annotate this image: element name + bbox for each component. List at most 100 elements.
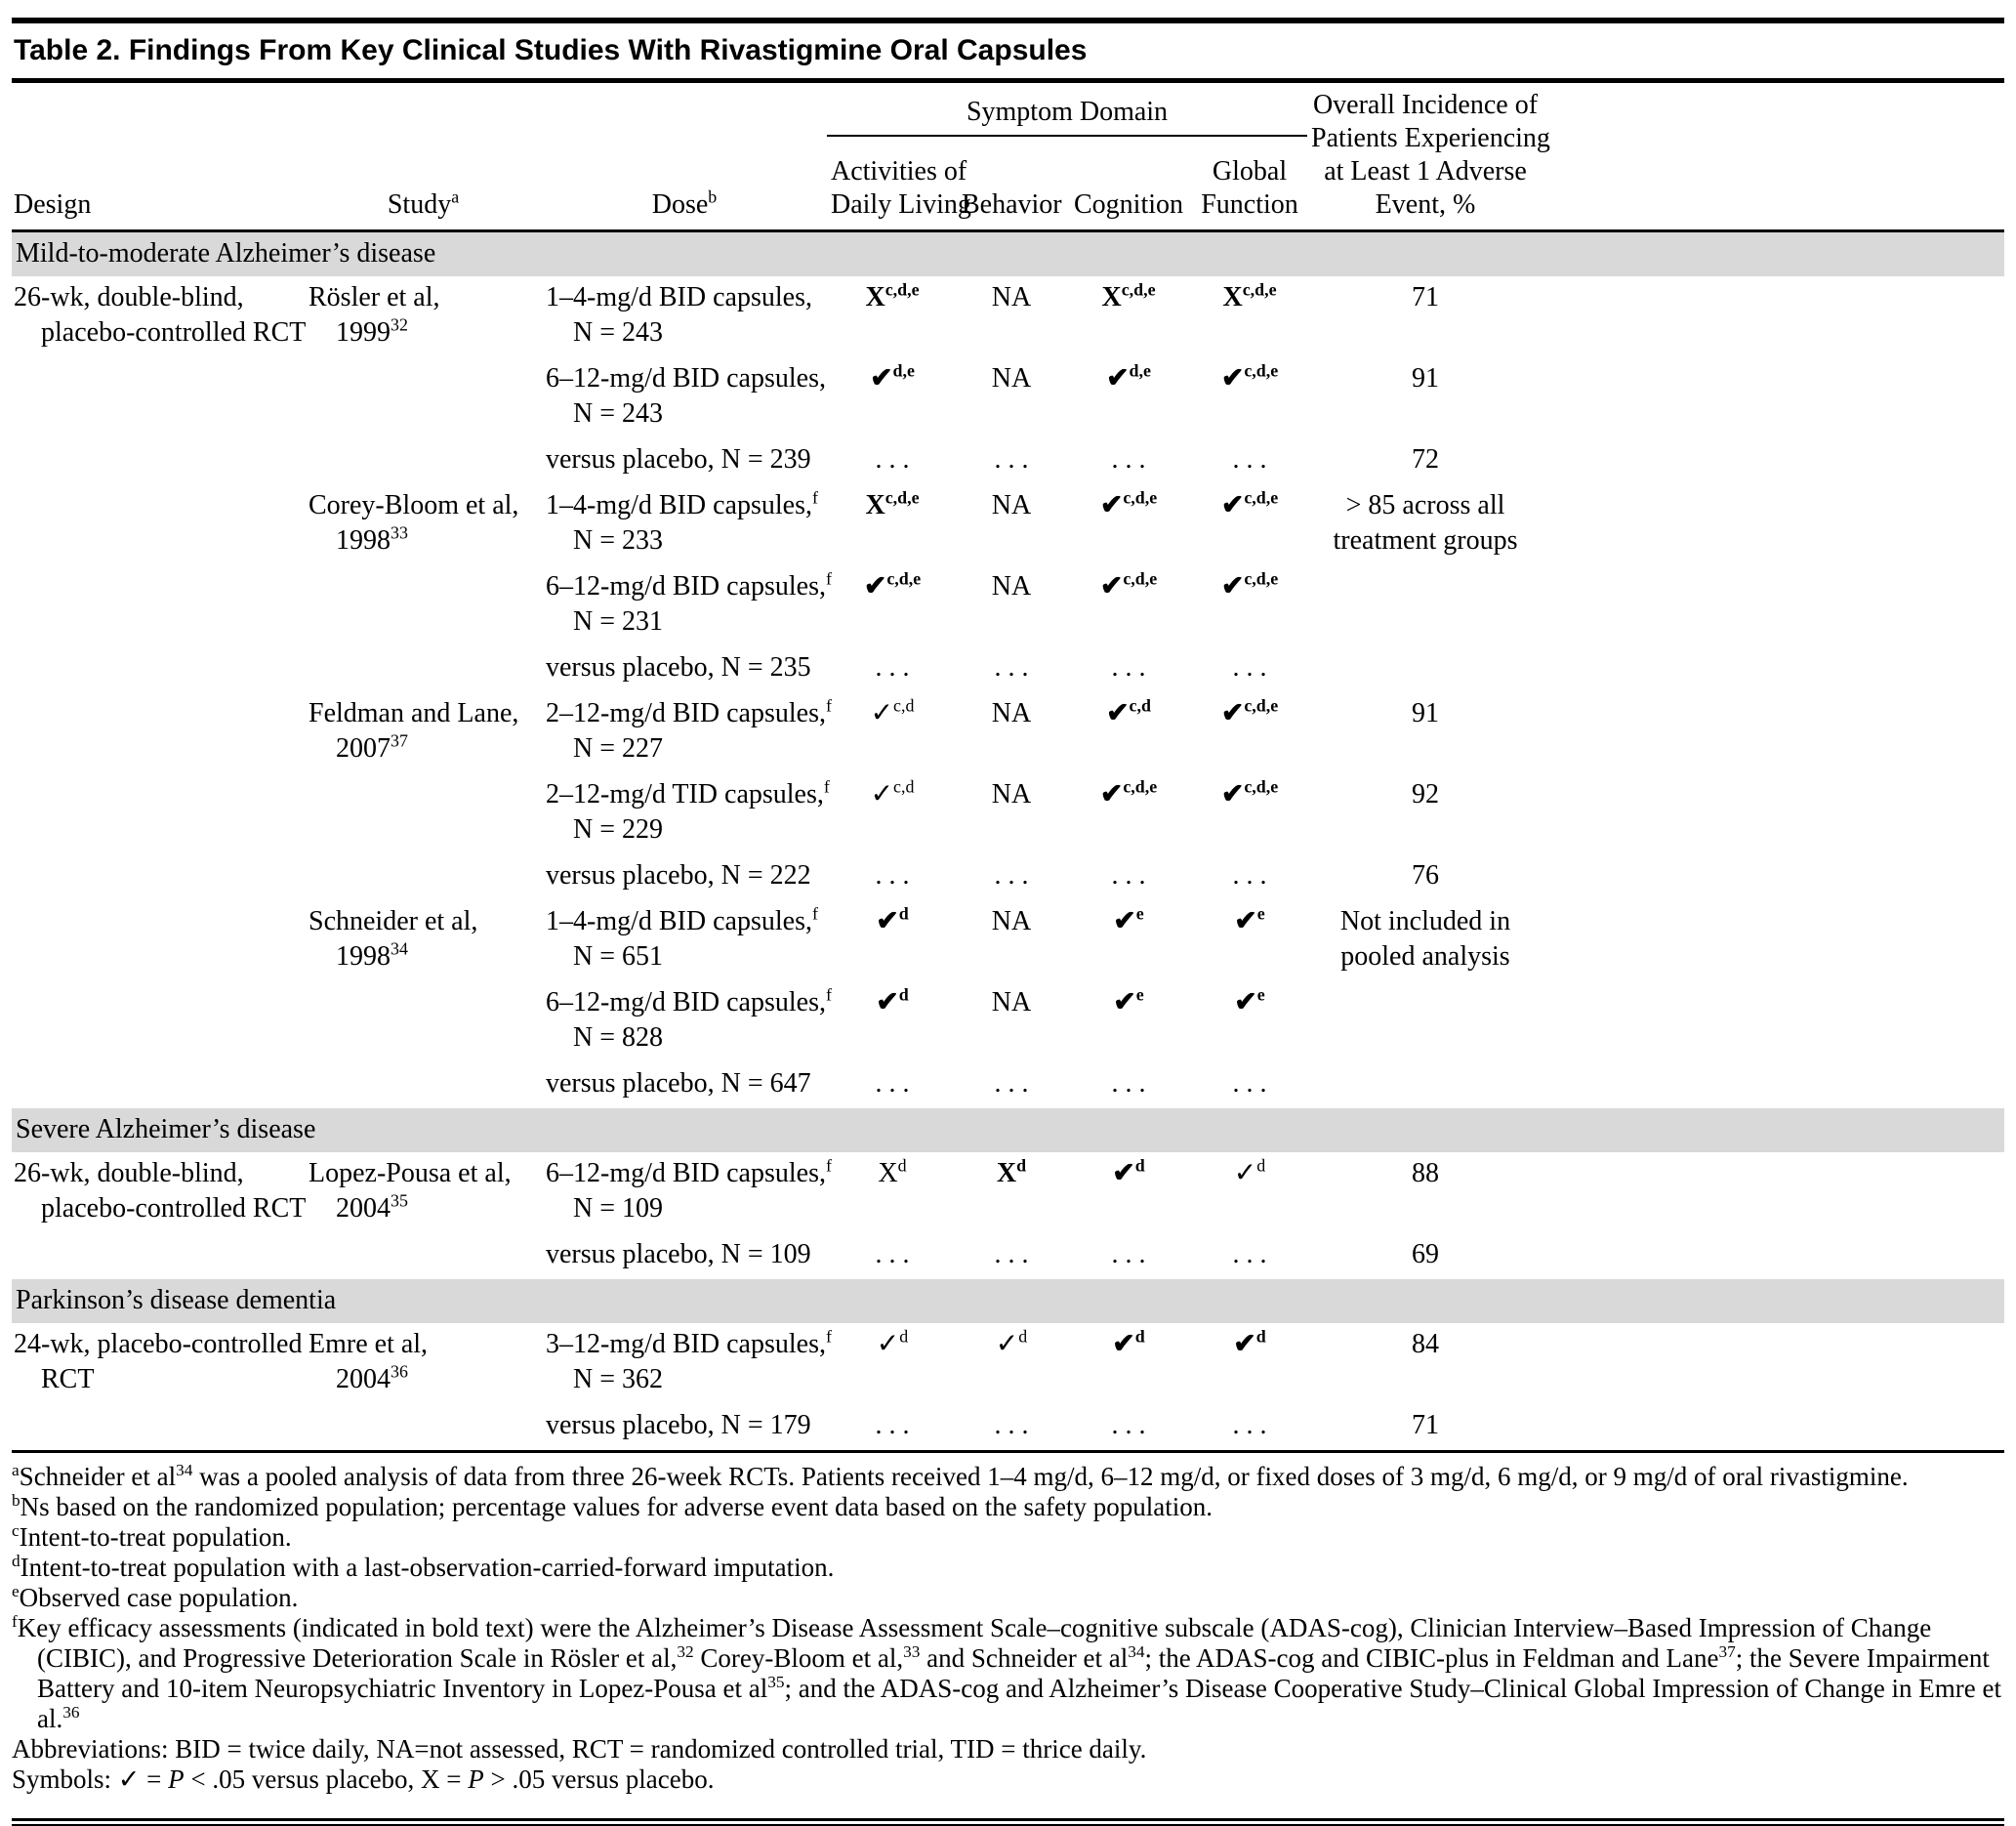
study-result-row: Corey-Bloom et al, 199833 1–4-mg/d BID cap…	[12, 484, 2004, 565]
study-cell: Lopez-Pousa et al, 200435	[305, 1152, 542, 1233]
cognition-cell: ✔d	[1065, 1152, 1192, 1233]
study-name: Rösler et al,	[309, 282, 440, 312]
footnote-text: Key efficacy assessments (indicated in b…	[17, 1613, 1932, 1673]
cognition-cell: . . .	[1065, 1062, 1192, 1108]
col-header-dose: Doseb	[542, 83, 827, 232]
footnote-text: ; and the ADAS-cog and Alzheimer’s Disea…	[37, 1674, 2002, 1733]
study-result-row: Feldman and Lane, 200737 2–12-mg/d BID cap…	[12, 692, 2004, 773]
population-footnote-marker: d	[897, 1155, 907, 1176]
dose-text: 1–4-mg/d BID capsules,	[546, 906, 812, 936]
result-symbol: X	[1222, 282, 1243, 312]
footnote: cIntent-to-treat population.	[12, 1522, 2002, 1553]
footnote-text: Corey-Bloom et al,	[693, 1643, 904, 1673]
result-symbol: NA	[991, 571, 1032, 602]
header-filler	[1543, 83, 2004, 232]
adverse-event-cell: 92	[1307, 773, 1543, 854]
adl-header-line: Daily Living	[831, 189, 971, 220]
filler-cell	[1543, 565, 2004, 646]
dose-text: 6–12-mg/d BID capsules,	[546, 571, 826, 602]
design-line: 24-wk, placebo-controlled	[14, 1329, 303, 1359]
population-footnote-marker: c,d,e	[1244, 776, 1279, 797]
study-cell: Schneider et al, 199834	[305, 900, 542, 981]
study-result-row: 6–12-mg/d BID capsules,f N = 231 ✔c,d,e NA ✔…	[12, 565, 2004, 646]
dose-n-count: N = 231	[573, 606, 664, 637]
population-footnote-marker: d,e	[1129, 360, 1151, 381]
cognition-cell: . . .	[1065, 646, 1192, 692]
footnote-text: > .05 versus placebo.	[483, 1764, 715, 1794]
result-symbol: . . .	[994, 1068, 1029, 1099]
adverse-event-cell: 91	[1307, 692, 1543, 773]
global-function-cell: ✔c,d,e	[1192, 484, 1307, 565]
cognition-cell: . . .	[1065, 854, 1192, 900]
dose-line: versus placebo, N = 222	[546, 858, 823, 893]
table-header: Design Studya Doseb Symptom Domain Overa…	[12, 83, 2004, 233]
dose-text: versus placebo, N = 235	[546, 652, 811, 683]
result-symbol: . . .	[994, 652, 1029, 683]
disease-section-label: Mild-to-moderate Alzheimer’s disease	[12, 230, 2004, 276]
design-line: 26-wk, double-blind,	[14, 282, 244, 312]
dose-text: 2–12-mg/d TID capsules,	[546, 779, 824, 809]
cognition-cell: ✔d,e	[1065, 357, 1192, 438]
population-footnote-marker: d	[1256, 1155, 1266, 1176]
study-result-row: 6–12-mg/d BID capsules,f N = 828 ✔d NA ✔e ✔e	[12, 981, 2004, 1062]
dose-text: 6–12-mg/d BID capsules,	[546, 363, 826, 394]
adl-cell: Xd	[827, 1152, 958, 1233]
col-header-study: Studya	[305, 83, 542, 232]
dose-cell: 6–12-mg/d BID capsules,f N = 828	[542, 981, 832, 1062]
design-cell: 26-wk, double-blind, placebo-controlled R…	[12, 276, 306, 357]
dose-n-count: N = 243	[573, 317, 664, 348]
adverse-event-header-line: Event, %	[1375, 189, 1476, 220]
dose-cell: 1–4-mg/d BID capsules,f N = 651	[542, 900, 827, 981]
dose-cell: versus placebo, N = 235	[542, 646, 827, 692]
study-result-row: 2–12-mg/d TID capsules,f N = 229 ✓c,d NA ✔c,…	[12, 773, 2004, 854]
adverse-event-header-line: Overall Incidence of	[1312, 90, 1539, 120]
behavior-cell: NA	[958, 981, 1065, 1062]
population-footnote-marker: e	[1256, 903, 1265, 924]
cognition-cell: ✔c,d,e	[1065, 773, 1192, 854]
dose-line: versus placebo, N = 647	[546, 1066, 823, 1101]
study-result-row: versus placebo, N = 239 . . . . . . . . . . …	[12, 438, 2004, 484]
global-function-cell: ✔c,d,e	[1192, 773, 1307, 854]
study-year-line: 200436	[309, 1362, 538, 1397]
cognition-cell: ✔c,d,e	[1065, 484, 1192, 565]
result-symbol: . . .	[1232, 1410, 1267, 1440]
dose-cell: 1–4-mg/d BID capsules, N = 243	[542, 276, 827, 357]
dose-line: versus placebo, N = 239	[546, 442, 823, 477]
result-symbol: ✔	[1233, 1329, 1256, 1359]
header-row-sub: Activities of Daily Living Behavior Cogni…	[12, 136, 2004, 233]
result-symbol: X	[878, 1158, 898, 1188]
result-symbol: ✔	[1099, 571, 1124, 602]
cognition-cell: ✔c,d	[1065, 692, 1192, 773]
filler-cell	[1543, 854, 2004, 900]
result-symbol: . . .	[1232, 652, 1267, 683]
dose-cell: 6–12-mg/d BID capsules,f N = 231	[542, 565, 832, 646]
design-cell	[12, 900, 305, 981]
table-body: Mild-to-moderate Alzheimer’s disease 26-w…	[12, 230, 2004, 1451]
design-cell	[12, 1062, 305, 1108]
header-row-top: Design Studya Doseb Symptom Domain Overa…	[12, 83, 2004, 232]
result-symbol: ✓	[1233, 1158, 1257, 1188]
result-symbol: . . .	[1232, 1068, 1267, 1099]
filler-cell	[1543, 1404, 2004, 1450]
global-function-cell: ✓d	[1192, 1152, 1307, 1233]
filler-cell	[1543, 773, 2004, 854]
adl-cell: ✓c,d	[827, 692, 958, 773]
study-year: 2007	[336, 733, 391, 764]
population-footnote-marker: c,d	[1129, 695, 1151, 716]
study-cell	[305, 438, 542, 484]
population-footnote-marker: c,d,e	[886, 568, 922, 589]
result-symbol: ✔	[1234, 906, 1257, 936]
study-result-row: 24-wk, placebo-controlled RCT Emre et al, 2…	[12, 1323, 2004, 1404]
disease-section-row: Severe Alzheimer’s disease	[12, 1108, 2004, 1152]
global-function-header-line: Global	[1212, 156, 1288, 187]
result-symbol: . . .	[1232, 1239, 1267, 1269]
result-symbol: ✔	[863, 571, 887, 602]
adverse-event-value: 76	[1412, 860, 1439, 891]
reference-number: 33	[903, 1642, 921, 1661]
adverse-event-value: 91	[1412, 363, 1439, 394]
study-cell	[305, 981, 542, 1062]
design-cell	[12, 357, 305, 438]
study-cell	[305, 773, 542, 854]
bottom-rule	[12, 1818, 2004, 1826]
result-symbol: ✔	[1099, 779, 1124, 809]
